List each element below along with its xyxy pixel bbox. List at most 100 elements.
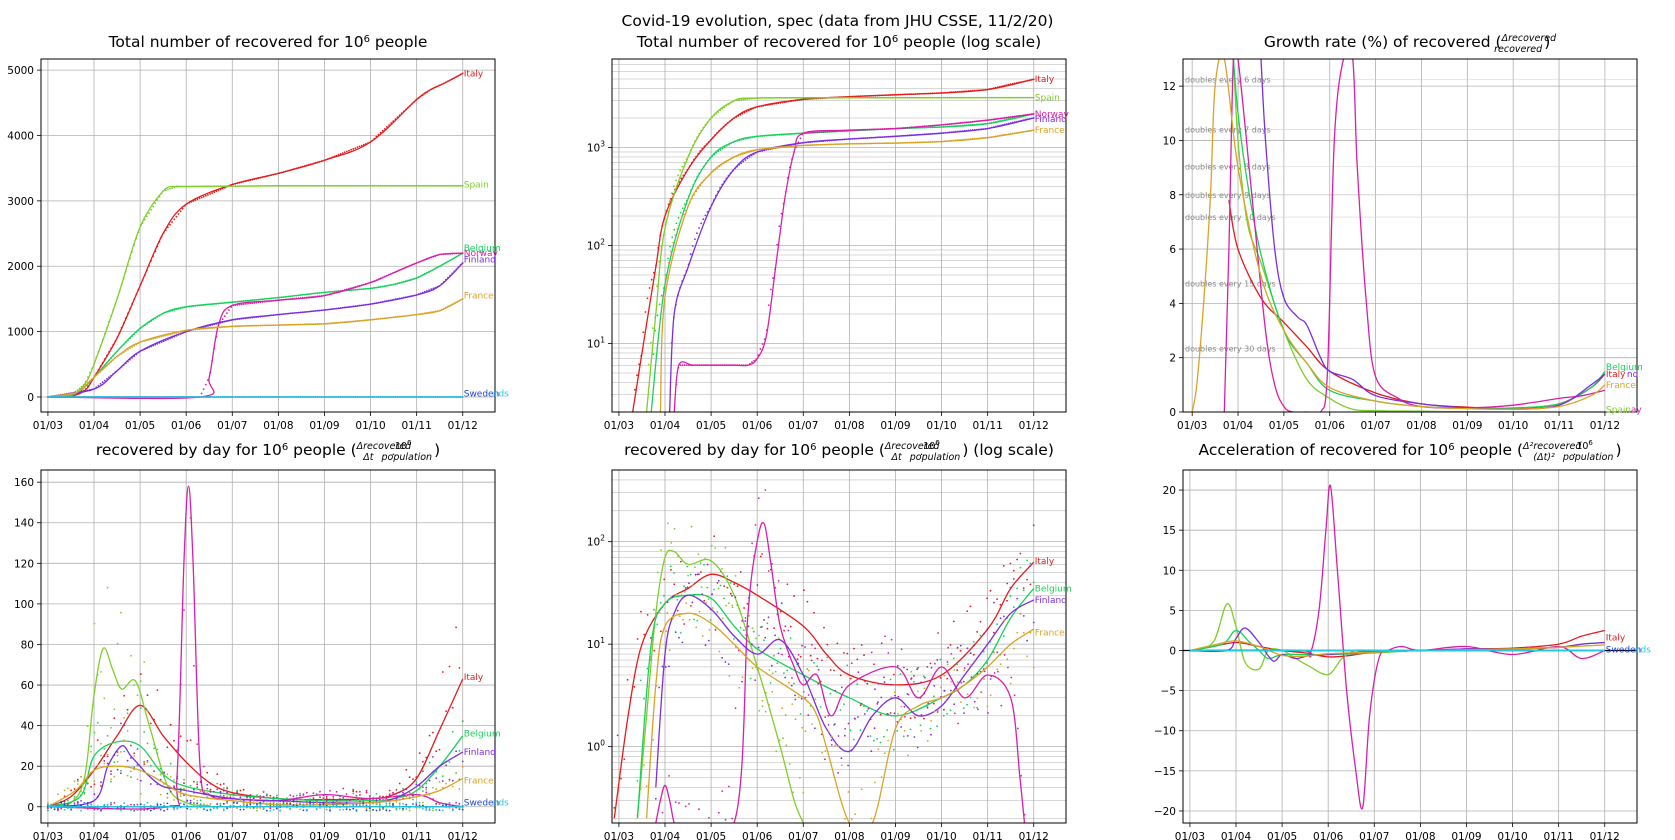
data-point (672, 316, 675, 319)
data-point (852, 129, 854, 132)
data-point (900, 648, 903, 651)
data-point (297, 297, 300, 300)
data-point (207, 194, 209, 196)
data-point (845, 129, 848, 132)
data-point (666, 612, 669, 614)
data-point (984, 122, 987, 125)
data-point (790, 143, 793, 146)
data-point (335, 801, 338, 804)
data-point (369, 303, 371, 306)
data-point (999, 663, 1002, 666)
data-point (139, 707, 142, 709)
data-point (232, 804, 235, 807)
data-point (731, 100, 734, 103)
data-point (824, 716, 827, 718)
data-point (702, 165, 705, 168)
data-point (954, 91, 957, 93)
data-point (390, 316, 392, 319)
data-point (110, 780, 112, 783)
data-point (772, 134, 774, 137)
data-point (1003, 116, 1006, 119)
grid (41, 59, 495, 412)
data-point (986, 597, 988, 600)
data-point (309, 802, 311, 805)
data-point (253, 324, 256, 327)
data-point (246, 802, 248, 805)
data-point (234, 182, 237, 185)
data-point (938, 124, 940, 126)
data-point (175, 308, 178, 311)
data-point (779, 146, 782, 149)
data-point (759, 555, 762, 558)
data-point (707, 364, 709, 367)
data-point (342, 797, 345, 800)
data-point (906, 735, 909, 737)
data-point (856, 683, 859, 685)
data-point (847, 138, 850, 141)
data-point (352, 396, 355, 398)
data-point (965, 121, 968, 124)
data-point (976, 96, 978, 99)
data-point (430, 311, 433, 313)
data-point (129, 337, 131, 340)
data-point (216, 803, 219, 806)
data-point (417, 293, 420, 296)
data-point (988, 136, 991, 139)
data-point (828, 130, 831, 133)
data-point (428, 289, 430, 291)
data-point (989, 678, 992, 680)
data-point (717, 150, 720, 153)
x-tick-label: 01/05 (125, 831, 155, 840)
data-point (821, 659, 823, 662)
data-point (840, 757, 843, 760)
data-point (76, 390, 79, 393)
data-point (301, 296, 304, 299)
data-point (883, 142, 885, 145)
data-point (348, 184, 350, 187)
data-point (158, 342, 161, 344)
data-point (716, 582, 719, 584)
data-point (413, 294, 416, 297)
data-point (398, 184, 401, 187)
data-point (325, 396, 327, 398)
data-point (1000, 704, 1003, 707)
data-point (659, 601, 662, 604)
data-point (171, 336, 174, 339)
data-point (320, 322, 323, 325)
data-point (299, 311, 302, 314)
data-point (966, 703, 968, 706)
data-point (262, 807, 265, 810)
data-point (209, 782, 212, 785)
y-tick-label: 6 (1169, 244, 1176, 256)
data-point (965, 124, 968, 127)
data-point (116, 396, 119, 398)
data-point (301, 396, 304, 398)
data-point (866, 682, 869, 685)
series-end-label: Spain (464, 181, 489, 191)
data-point (259, 176, 262, 179)
data-point (299, 166, 302, 169)
data-point (1011, 82, 1014, 85)
data-point (396, 315, 399, 318)
data-point (293, 168, 296, 170)
data-point (282, 396, 285, 398)
data-point (371, 302, 374, 305)
y-tick-label: 102 (587, 238, 605, 253)
data-point (976, 706, 978, 709)
data-point (926, 707, 929, 709)
data-point (381, 317, 384, 320)
data-point (392, 804, 394, 807)
data-point (963, 667, 966, 669)
data-point (910, 134, 913, 137)
x-tick-label: 01/10 (926, 831, 956, 840)
data-point (904, 141, 906, 144)
data-point (652, 353, 655, 356)
data-point (826, 130, 829, 133)
data-point (291, 312, 294, 315)
data-point (215, 323, 218, 325)
data-point (295, 802, 298, 805)
data-point (900, 96, 903, 99)
data-point (837, 96, 839, 99)
data-point (280, 299, 283, 301)
data-point (322, 801, 325, 804)
